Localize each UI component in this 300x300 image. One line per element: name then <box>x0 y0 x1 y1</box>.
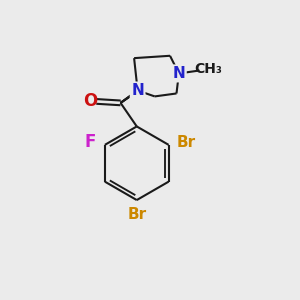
Text: Br: Br <box>177 135 196 150</box>
Text: N: N <box>131 83 144 98</box>
Text: CH₃: CH₃ <box>194 62 222 76</box>
Text: N: N <box>172 66 185 81</box>
Text: Br: Br <box>128 207 147 222</box>
Text: O: O <box>83 92 98 110</box>
Text: F: F <box>85 134 96 152</box>
